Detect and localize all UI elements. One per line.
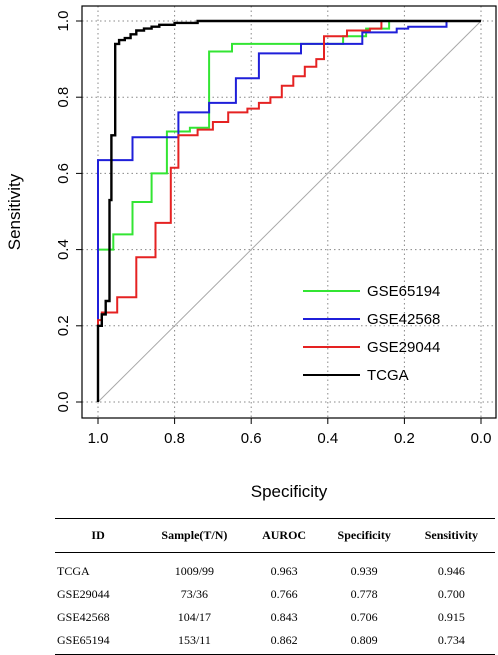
- stats-table: ID Sample(T/N) AUROC Specificity Sensiti…: [55, 518, 495, 655]
- series-line-tcga: [96, 19, 481, 402]
- table-cell: 0.862: [247, 629, 321, 655]
- table-cell: 0.963: [270, 564, 298, 578]
- y-axis-title: Sensitivity: [5, 173, 24, 250]
- table-row: GSE65194 153/11 0.862 0.809 0.734: [55, 629, 495, 655]
- table-cell: 0.946: [437, 564, 465, 578]
- table-header-row: ID Sample(T/N) AUROC Specificity Sensiti…: [55, 518, 495, 553]
- table-cell: 0.706: [350, 610, 378, 624]
- x-axis-title: Specificity: [251, 482, 328, 501]
- table-cell: 0.915: [437, 610, 465, 624]
- table-cell: 153/11: [141, 629, 248, 655]
- table-cell: GSE29044: [57, 587, 110, 601]
- series-line-gse65194: [97, 20, 481, 402]
- y-axis: 0.0 0.2 0.4 0.6 0.8 1.0: [55, 11, 82, 413]
- plot-frame: [81, 5, 497, 419]
- x-tick-label: 0.8: [164, 430, 185, 447]
- table-cell: 0.700: [437, 587, 465, 601]
- legend-label: GSE42568: [367, 311, 440, 328]
- legend-label: GSE65194: [367, 283, 440, 300]
- table-cell: 0.843: [270, 610, 298, 624]
- table-cell: GSE42568: [57, 610, 110, 624]
- table-cell: 1009/99: [174, 564, 215, 578]
- header-id: ID: [55, 518, 142, 553]
- series-layer: [96, 19, 481, 402]
- header-sensitivity: Sensitivity: [407, 518, 495, 553]
- table-row: TCGA 1009/99 0.963 0.939 0.946: [55, 553, 495, 584]
- y-tick-label: 0.2: [55, 315, 72, 336]
- table-cell: GSE65194: [55, 629, 142, 655]
- table-row: GSE42568 104/17 0.843 0.706 0.915: [55, 606, 495, 629]
- legend-label: TCGA: [367, 367, 409, 384]
- roc-chart: 1.0 0.8 0.6 0.4 0.2 0.0 0.0 0.2 0.4 0.6 0.8 1.0 Sp…: [5, 5, 497, 501]
- table-cell: 0.939: [350, 564, 378, 578]
- table-cell: 0.766: [270, 587, 298, 601]
- x-tick-label: 0.6: [241, 430, 262, 447]
- table-cell: 104/17: [177, 610, 212, 624]
- x-tick-label: 1.0: [88, 430, 109, 447]
- legend-label: GSE29044: [367, 339, 440, 356]
- x-tick-label: 0.2: [394, 430, 415, 447]
- table-cell: 0.734: [407, 629, 495, 655]
- diagonal-reference-line: [97, 20, 482, 403]
- table-row: GSE29044 73/36 0.766 0.778 0.700: [55, 583, 495, 606]
- table-cell: 0.809: [320, 629, 408, 655]
- x-axis: 1.0 0.8 0.6 0.4 0.2 0.0: [88, 418, 492, 447]
- y-tick-label: 0.4: [55, 239, 72, 260]
- series-line-gse42568: [97, 21, 448, 402]
- x-tick-label: 0.4: [317, 430, 338, 447]
- table-cell: 0.778: [350, 587, 378, 601]
- header-auroc: AUROC: [247, 518, 321, 553]
- table-cell: 73/36: [180, 587, 209, 601]
- header-sample: Sample(T/N): [141, 518, 248, 553]
- table-cell: TCGA: [57, 564, 90, 578]
- legend: GSE65194 GSE42568 GSE29044 TCGA: [303, 283, 440, 384]
- y-tick-label: 0.8: [55, 87, 72, 108]
- y-tick-label: 0.6: [55, 163, 72, 184]
- x-tick-label: 0.0: [471, 430, 492, 447]
- y-tick-label: 0.0: [55, 392, 72, 413]
- header-specificity: Specificity: [320, 518, 408, 553]
- y-tick-label: 1.0: [55, 11, 72, 32]
- series-line-gse29044: [97, 20, 401, 402]
